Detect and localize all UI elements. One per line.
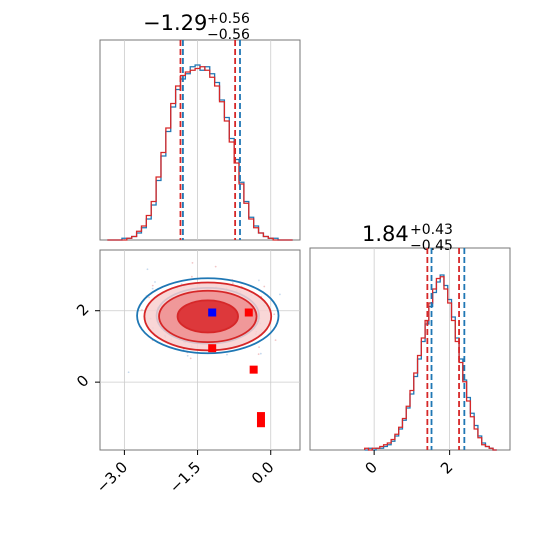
- sample-dot: [186, 354, 189, 357]
- sample-dot: [278, 293, 281, 296]
- sample-dot: [258, 279, 260, 282]
- joint-panel-x-ticks: −3.0 −1.5 0.0: [93, 450, 278, 497]
- marginal-panel-1: −1.29 +0.56 −0.56: [99, 11, 301, 241]
- sample-dot: [151, 284, 154, 287]
- marginal-panel-2-title-minus: −0.45: [410, 238, 453, 254]
- sample-dot: [151, 287, 154, 290]
- x-tick-label-1: 2: [437, 458, 456, 477]
- marginal-panel-2-title-plus: +0.43: [410, 222, 453, 238]
- sample-dot: [191, 262, 194, 264]
- marker-1: [244, 308, 253, 317]
- sample-dot: [190, 275, 193, 278]
- sample-dot: [259, 352, 262, 355]
- marker-2: [208, 344, 217, 353]
- marginal-panel-2-title-value: 1.84: [362, 222, 409, 246]
- x-tick-label-2: 0.0: [248, 458, 278, 488]
- sample-dot: [82, 354, 84, 356]
- marginal-panel-1-quantile-lines: [179, 40, 241, 240]
- marginal-panel-1-grid: [123, 40, 272, 240]
- histogram-series-1: [107, 66, 293, 241]
- y-tick-label-1: 2: [73, 300, 92, 319]
- x-tick-label-0: −3.0: [93, 458, 131, 496]
- marker-3: [249, 365, 258, 374]
- contour-1-level-2: [176, 299, 239, 334]
- joint-panel-contours: [136, 277, 280, 355]
- sample-dot: [257, 353, 260, 356]
- sample-dot: [154, 281, 156, 283]
- y-tick-label-0: 0: [73, 372, 92, 391]
- sample-dot: [146, 268, 149, 271]
- marginal-panel-1-title-value: −1.29: [143, 11, 207, 35]
- marginal-panel-1-histograms: [107, 64, 293, 241]
- marginal-panel-2-frame: [309, 247, 511, 451]
- sample-dot: [127, 371, 130, 374]
- sample-dot: [189, 357, 192, 360]
- contour-0-level-0: [136, 277, 280, 355]
- sample-dot: [273, 313, 276, 316]
- marginal-panel-2-quantile-lines: [426, 248, 466, 450]
- joint-panel-markers: [208, 308, 265, 428]
- marker-4: [256, 412, 265, 421]
- sample-dot: [263, 285, 266, 288]
- marginal-panel-2-grid: [373, 248, 451, 450]
- sample-dot: [214, 265, 217, 268]
- marker-0: [208, 308, 217, 317]
- joint-panel-y-ticks: 02: [73, 300, 100, 391]
- x-tick-label-1: −1.5: [166, 458, 204, 496]
- sample-dot: [226, 353, 228, 356]
- x-tick-label-0: 0: [362, 458, 381, 477]
- marginal-panel-1-title-minus: −0.56: [207, 27, 250, 43]
- sample-dot: [231, 282, 234, 285]
- sample-dot: [141, 309, 143, 311]
- joint-panel: −3.0 −1.5 0.0 02: [73, 249, 301, 497]
- sample-dot: [148, 296, 150, 299]
- marginal-panel-1-title-plus: +0.56: [207, 11, 250, 27]
- sample-dot: [258, 346, 260, 348]
- sample-dot: [274, 339, 277, 342]
- marginal-panel-1-frame: [99, 39, 301, 241]
- marker-5: [256, 419, 265, 428]
